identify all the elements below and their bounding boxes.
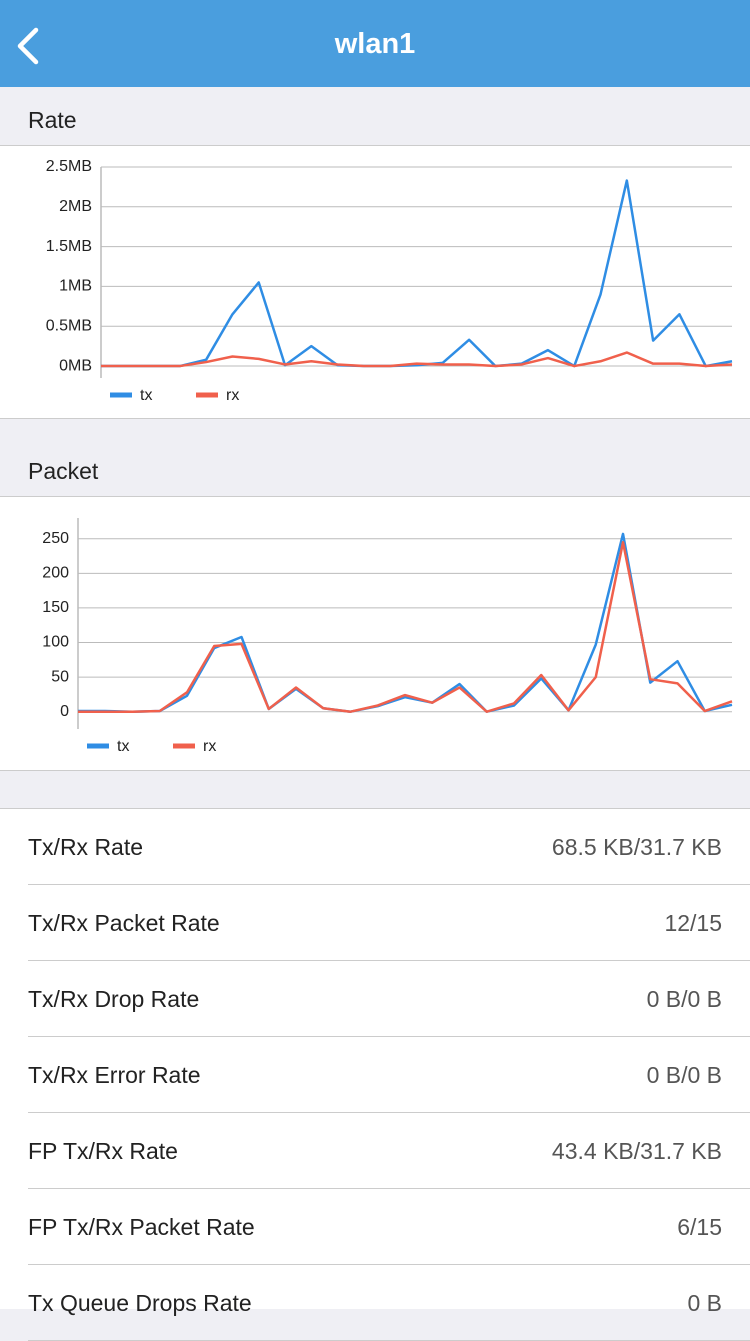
stat-label: Tx/Rx Packet Rate bbox=[28, 910, 220, 936]
chart: 0 50 100 150 200 250 tx rx bbox=[42, 518, 733, 755]
chart: 0MB 0.5MB 1MB 1.5MB 2MB 2.5MB tx rx bbox=[46, 158, 733, 404]
section-title: Packet bbox=[28, 458, 99, 484]
stat-label: Tx/Rx Error Rate bbox=[28, 1062, 201, 1088]
nav-title: wlan1 bbox=[334, 28, 416, 60]
stat-row: Tx/Rx Packet Rate 12/15 bbox=[28, 885, 750, 961]
stat-label: Tx/Rx Rate bbox=[28, 834, 144, 860]
chart-panel: 0MB 0.5MB 1MB 1.5MB 2MB 2.5MB tx rx bbox=[0, 145, 750, 419]
stat-row: Tx/Rx Drop Rate 0 B/0 B bbox=[28, 961, 750, 1037]
stat-label: Tx/Rx Drop Rate bbox=[28, 986, 200, 1012]
stat-value: 43.4 KB/31.7 KB bbox=[551, 1138, 722, 1164]
stat-value: 68.5 KB/31.7 KB bbox=[551, 834, 722, 860]
y-tick-label: 50 bbox=[51, 668, 69, 685]
stat-value: 12/15 bbox=[664, 910, 722, 936]
back-button[interactable] bbox=[0, 0, 60, 87]
y-tick-label: 2MB bbox=[59, 198, 92, 215]
legend-label: tx bbox=[140, 387, 152, 404]
y-tick-label: 0 bbox=[60, 703, 69, 720]
y-tick-label: 100 bbox=[42, 634, 69, 651]
y-tick-label: 250 bbox=[42, 530, 69, 547]
stat-value: 0 B/0 B bbox=[646, 986, 722, 1012]
stat-row: FP Tx/Rx Rate 43.4 KB/31.7 KB bbox=[28, 1113, 750, 1189]
stat-value: 6/15 bbox=[677, 1214, 722, 1240]
stat-row: Tx Queue Drops Rate 0 B bbox=[28, 1265, 750, 1341]
y-tick-label: 0MB bbox=[59, 357, 92, 374]
y-tick-label: 200 bbox=[42, 565, 69, 582]
stat-row: FP Tx/Rx Packet Rate 6/15 bbox=[28, 1189, 750, 1265]
stat-label: FP Tx/Rx Rate bbox=[28, 1138, 178, 1164]
nav-bar: wlan1 bbox=[0, 0, 750, 87]
y-tick-label: 1MB bbox=[59, 278, 92, 295]
line-series bbox=[78, 540, 733, 713]
y-tick-label: 2.5MB bbox=[46, 158, 92, 175]
stat-row: Tx/Rx Error Rate 0 B/0 B bbox=[28, 1037, 750, 1113]
y-tick-label: 150 bbox=[42, 599, 69, 616]
line-series bbox=[101, 179, 733, 368]
section-title: Rate bbox=[28, 107, 77, 133]
legend-label: rx bbox=[203, 738, 216, 755]
line-series bbox=[101, 351, 733, 368]
chart-panel: 0 50 100 150 200 250 tx rx bbox=[0, 496, 750, 771]
stat-value: 0 B/0 B bbox=[646, 1062, 722, 1088]
stats-list: Tx/Rx Rate 68.5 KB/31.7 KB Tx/Rx Packet Ra… bbox=[0, 808, 750, 1341]
line-series bbox=[78, 532, 733, 713]
y-tick-label: 0.5MB bbox=[46, 317, 92, 334]
stat-label: FP Tx/Rx Packet Rate bbox=[28, 1214, 255, 1240]
stat-row: Tx/Rx Rate 68.5 KB/31.7 KB bbox=[28, 809, 750, 885]
y-tick-label: 1.5MB bbox=[46, 238, 92, 255]
legend-label: tx bbox=[117, 738, 129, 755]
legend-label: rx bbox=[226, 387, 239, 404]
